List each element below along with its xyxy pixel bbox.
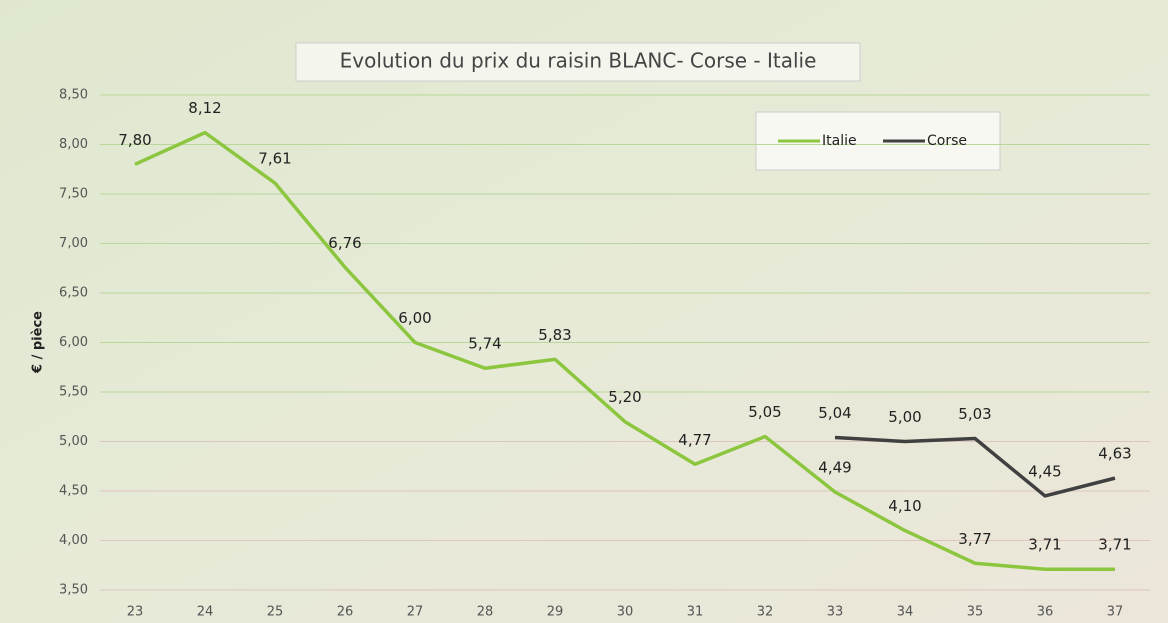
y-tick-label: 7,00: [59, 236, 88, 251]
y-tick-label: 4,00: [59, 533, 88, 548]
data-label: 4,63: [1098, 445, 1131, 463]
data-label: 6,76: [328, 234, 361, 252]
x-tick-label: 30: [617, 605, 634, 620]
x-tick-label: 35: [967, 605, 984, 620]
data-label: 5,83: [538, 326, 571, 344]
x-tick-label: 28: [477, 605, 494, 620]
y-tick-label: 6,00: [59, 335, 88, 350]
data-label: 5,00: [888, 408, 921, 426]
data-label: 5,05: [748, 403, 781, 421]
x-tick-label: 29: [547, 605, 564, 620]
data-label: 4,45: [1028, 462, 1061, 480]
data-label: 3,71: [1098, 536, 1131, 554]
x-tick-label: 26: [337, 605, 354, 620]
x-tick-label: 23: [127, 605, 144, 620]
data-label: 7,80: [118, 131, 151, 149]
legend-label: Italie: [822, 133, 857, 149]
data-label: 4,77: [678, 431, 711, 449]
x-tick-label: 34: [897, 605, 914, 620]
series-line: [834, 435, 1116, 498]
data-label: 5,03: [958, 405, 991, 423]
x-tick-label: 31: [687, 605, 704, 620]
y-axis-label: € / pièce: [31, 311, 46, 374]
y-tick-label: 5,00: [59, 434, 88, 449]
data-label: 4,10: [888, 497, 921, 515]
data-label: 7,61: [258, 150, 291, 168]
x-tick-label: 25: [267, 605, 284, 620]
x-tick-label: 32: [757, 605, 774, 620]
y-tick-label: 4,50: [59, 484, 88, 499]
data-label: 5,04: [818, 404, 851, 422]
data-label: 4,49: [818, 458, 851, 476]
data-label: 5,74: [468, 335, 501, 353]
y-tick-label: 7,50: [59, 187, 88, 202]
data-label: 6,00: [398, 309, 431, 327]
x-tick-label: 37: [1107, 605, 1124, 620]
x-tick-label: 27: [407, 605, 424, 620]
series-line: [134, 130, 1115, 571]
data-label: 3,71: [1028, 536, 1061, 554]
y-tick-label: 8,00: [59, 137, 88, 152]
chart-title: Evolution du prix du raisin BLANC- Corse…: [340, 49, 817, 73]
data-label: 5,20: [608, 388, 641, 406]
y-tick-label: 8,50: [59, 88, 88, 103]
x-tick-label: 24: [197, 605, 214, 620]
y-tick-label: 5,50: [59, 385, 88, 400]
x-tick-label: 33: [827, 605, 844, 620]
legend-label: Corse: [927, 133, 967, 149]
y-tick-label: 3,50: [59, 583, 88, 598]
y-tick-label: 6,50: [59, 286, 88, 301]
data-label: 3,77: [958, 530, 991, 548]
title-box: [295, 42, 861, 82]
data-label: 8,12: [188, 99, 221, 117]
x-tick-label: 36: [1037, 605, 1054, 620]
